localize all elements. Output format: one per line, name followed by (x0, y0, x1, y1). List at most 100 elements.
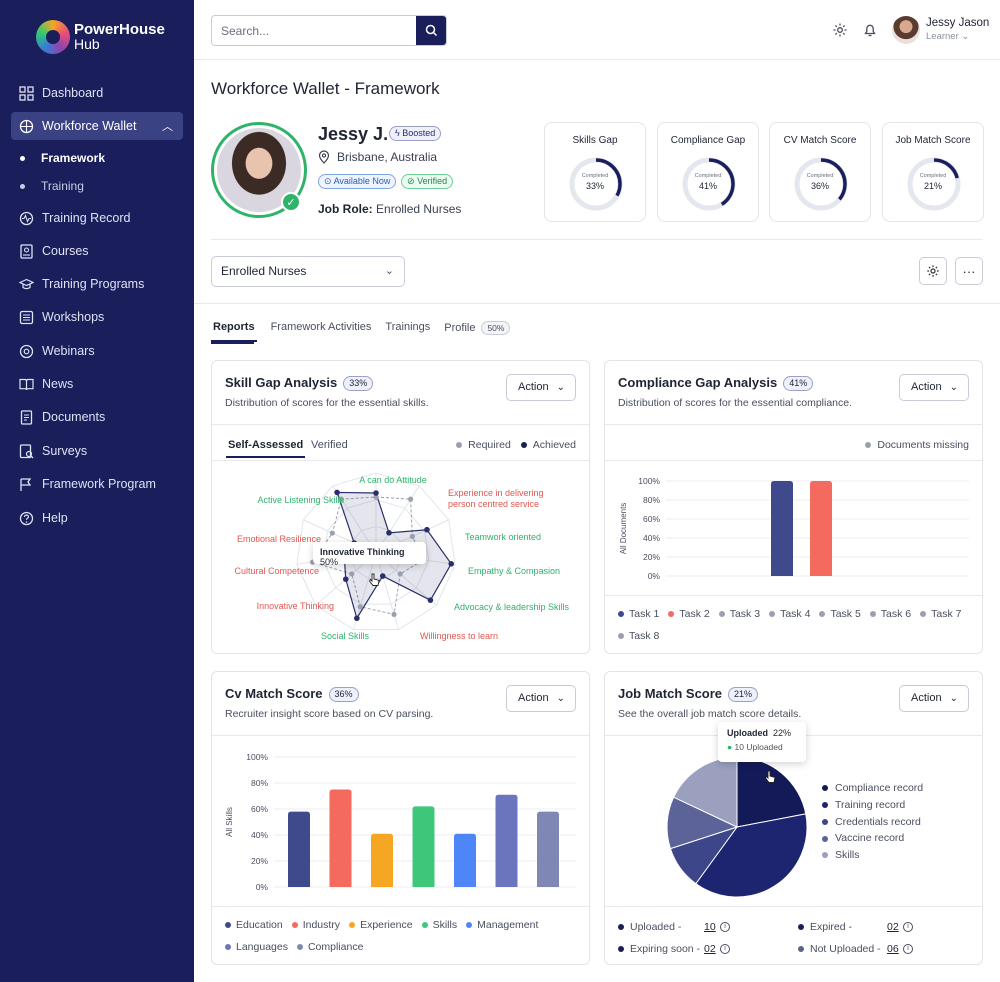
stat-value[interactable]: 10 (704, 921, 716, 933)
radar-axis-label: Teamwork oriented (465, 532, 541, 542)
radar-axis-label: Social Skills (321, 631, 370, 641)
gauge-value: 36% (810, 181, 829, 191)
radar-axis-label: A can do Attitude (359, 475, 427, 485)
card-subtitle: Distribution of scores for the essential… (618, 397, 853, 409)
sidebar-item-help[interactable]: Help (11, 504, 183, 532)
legend-item: Vaccine record (822, 830, 923, 847)
avatar[interactable] (892, 16, 920, 44)
gauge-ring (569, 157, 623, 211)
sidebar-item-workshops[interactable]: Workshops (11, 303, 183, 331)
location-text: Brisbane, Australia (337, 150, 438, 164)
sidebar-item-label: Training Record (42, 211, 131, 225)
sidebar-item-documents[interactable]: Documents (11, 403, 183, 431)
legend-item: Education (225, 914, 283, 936)
more-options-button[interactable]: ··· (955, 257, 983, 285)
cv-legend: Education Industry Experience Skills Managem… (225, 914, 585, 958)
info-icon[interactable]: i (903, 944, 913, 954)
legend-swatch (718, 611, 725, 617)
tab-trainings[interactable]: Trainings (385, 321, 430, 342)
tab-framework-activities[interactable]: Framework Activities (271, 321, 372, 342)
chevron-down-icon: ⌄ (949, 693, 958, 704)
tab-self-assessed[interactable]: Self-Assessed (226, 439, 306, 458)
sidebar-item-webinars[interactable]: Webinars (11, 337, 183, 365)
stat-value[interactable]: 02 (704, 943, 716, 955)
job-role: Job Role: Enrolled Nurses (318, 202, 461, 216)
info-icon[interactable]: i (720, 944, 730, 954)
gauge-title: Skills Gap (572, 135, 618, 146)
legend-label: Task 2 (679, 608, 710, 620)
verified-badge: ⊘ Verified (401, 174, 454, 189)
radar-point-required (397, 571, 403, 577)
cursor-hand-icon (368, 573, 380, 586)
gauge-title: Job Match Score (895, 135, 971, 146)
gauge-ring (907, 157, 961, 211)
tab-profile[interactable]: Profile 50% (444, 321, 511, 342)
stat-value[interactable]: 02 (887, 921, 899, 933)
grid-icon (18, 85, 34, 101)
settings-button[interactable] (919, 257, 947, 285)
cv-match-card: Cv Match Score 36% Recruiter insight scor… (211, 671, 590, 965)
legend-swatch (822, 818, 828, 825)
sidebar-item-training-programs[interactable]: Training Programs (11, 270, 183, 298)
legend-label: Compliance (307, 941, 364, 953)
legend-swatch (822, 852, 828, 859)
sidebar-subitem-framework[interactable]: Framework (20, 148, 105, 168)
card-title: Cv Match Score 36% (225, 686, 359, 703)
search-button[interactable] (416, 16, 446, 45)
sidebar-subitem-label: Training (41, 179, 84, 193)
topbar: Jessy Jason Learner ⌄ (194, 0, 1000, 60)
action-button[interactable]: Action ⌄ (899, 374, 969, 401)
tab-reports[interactable]: Reports (211, 321, 257, 342)
bar (810, 481, 832, 576)
sidebar-item-workforce-wallet[interactable]: Workforce Wallet ︿ (11, 112, 183, 140)
info-icon[interactable]: i (903, 922, 913, 932)
legend-label: Industry (302, 919, 341, 931)
job-match-pie-chart (666, 756, 808, 898)
stat-value[interactable]: 06 (887, 943, 899, 955)
legend-label: Task 3 (729, 608, 761, 620)
tooltip-title: Uploaded (727, 728, 769, 738)
tooltip-sub: 10 Uploaded (734, 742, 783, 752)
role-select[interactable]: Enrolled Nurses ⌄ (211, 256, 405, 287)
legend-swatch (920, 611, 927, 617)
sidebar-item-label: Workforce Wallet (42, 119, 137, 133)
sidebar-item-dashboard[interactable]: Dashboard (11, 79, 183, 107)
cursor-hand-icon (764, 770, 776, 783)
sidebar-item-framework-program[interactable]: Framework Program (11, 470, 183, 498)
sidebar-item-courses[interactable]: Courses (11, 237, 183, 265)
action-button[interactable]: Action ⌄ (506, 685, 576, 712)
sidebar-item-training-record[interactable]: Training Record (11, 204, 183, 232)
help-icon (18, 510, 34, 526)
legend-swatch (296, 944, 303, 950)
sidebar-subitem-training[interactable]: Training (20, 176, 84, 196)
legend-item: Languages (225, 936, 288, 958)
y-tick-label: 60% (643, 514, 660, 524)
stat-item: Uploaded - (618, 920, 681, 934)
card-title: Compliance Gap Analysis 41% (618, 375, 814, 392)
info-icon[interactable]: i (720, 922, 730, 932)
legend-label: Training record (835, 798, 906, 811)
legend-label: Vaccine record (835, 832, 905, 845)
chevron-down-icon: ⌄ (961, 31, 970, 42)
sidebar-item-news[interactable]: News (11, 370, 183, 398)
gear-icon (927, 265, 939, 277)
search-input[interactable] (212, 16, 416, 45)
stat-swatch (618, 946, 624, 952)
user-menu[interactable]: Jessy Jason Learner ⌄ (926, 16, 989, 44)
legend-label: Task 4 (780, 608, 811, 620)
brand-logo[interactable]: PowerHouse Hub (36, 20, 165, 54)
bell-icon[interactable] (862, 22, 878, 38)
check-circle-icon: ⊘ (407, 176, 415, 186)
action-button[interactable]: Action ⌄ (899, 685, 969, 712)
card-title: Skill Gap Analysis 33% (225, 375, 374, 392)
action-button[interactable]: Action ⌄ (506, 374, 576, 401)
legend-label: Management (477, 919, 539, 931)
gear-icon[interactable] (832, 22, 848, 38)
y-tick-label: 20% (643, 552, 660, 562)
sidebar-item-label: Help (42, 511, 68, 525)
user-role: Learner (926, 31, 959, 42)
tab-verified[interactable]: Verified (311, 439, 348, 451)
gauge-card: Compliance Gap Completed 41% (657, 122, 759, 222)
sidebar-item-surveys[interactable]: Surveys (11, 437, 183, 465)
bar (329, 789, 352, 887)
